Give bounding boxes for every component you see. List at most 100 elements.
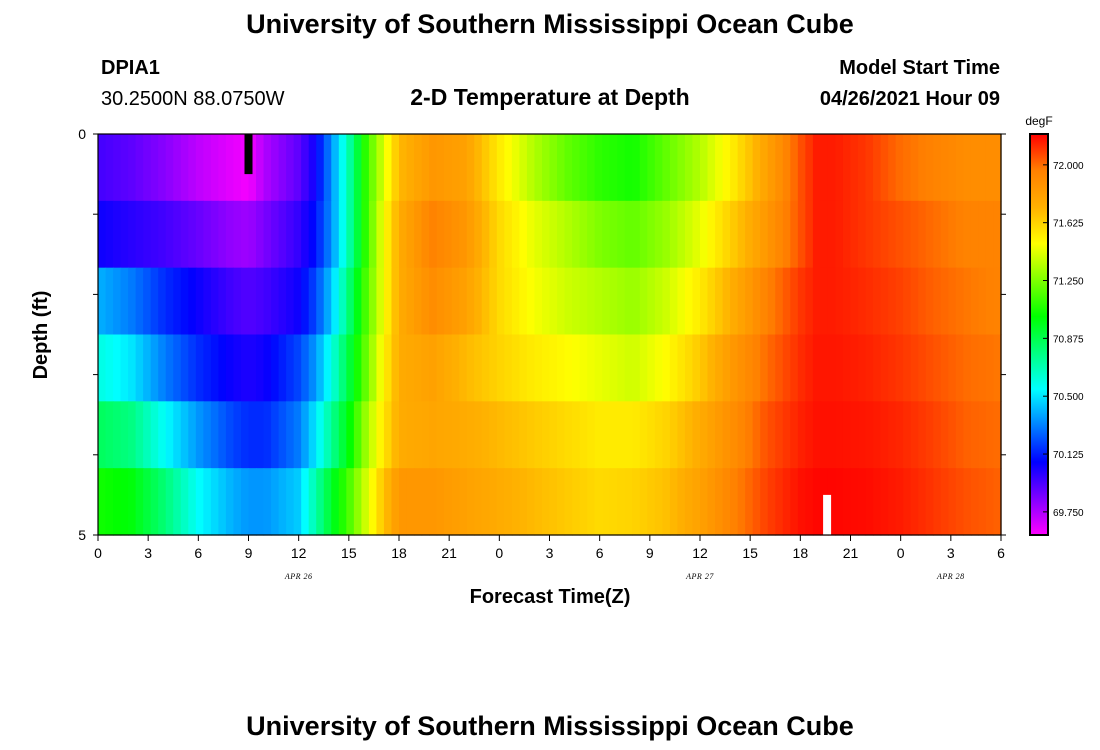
heatmap-cell xyxy=(399,267,408,336)
heatmap-cell xyxy=(639,334,648,402)
heatmap-cell xyxy=(775,267,784,336)
heatmap-cell xyxy=(346,468,355,536)
heatmap-cell xyxy=(858,334,867,402)
heatmap-cell xyxy=(128,134,137,202)
heatmap-cell xyxy=(346,401,355,469)
heatmap-cell xyxy=(278,200,287,269)
heatmap-cell xyxy=(143,200,152,269)
heatmap-cell xyxy=(805,401,814,469)
heatmap-cell xyxy=(692,334,701,402)
heatmap-cell xyxy=(820,267,829,336)
heatmap-cell xyxy=(158,200,167,269)
heatmap-cell xyxy=(180,468,189,536)
heatmap-cell xyxy=(767,200,776,269)
heatmap-cell xyxy=(481,334,490,402)
heatmap-cell xyxy=(617,134,626,202)
heatmap-cell xyxy=(745,200,754,269)
heatmap-cell xyxy=(790,334,799,402)
heatmap-cell xyxy=(993,134,1002,202)
heatmap-cell xyxy=(323,200,332,269)
heatmap-cell xyxy=(805,134,814,202)
heatmap-cell xyxy=(534,401,543,469)
heatmap-cell xyxy=(489,334,498,402)
heatmap-cell xyxy=(827,334,837,402)
heatmap-cell xyxy=(120,468,129,536)
colorbar: degF 72.000 71.625 71.250 70.875 70.500 70.125… xyxy=(1025,114,1084,536)
heatmap-cell xyxy=(338,134,347,202)
heatmap-cell xyxy=(970,134,980,202)
heatmap-cell xyxy=(301,401,310,469)
heatmap-cell xyxy=(587,334,596,402)
heatmap-cell xyxy=(233,468,242,536)
heatmap-cell xyxy=(662,334,671,402)
heatmap-cell xyxy=(873,267,882,336)
heatmap-cell xyxy=(677,334,686,402)
heatmap-cell xyxy=(278,334,287,402)
heatmap-cell xyxy=(406,468,415,536)
heatmap-cell xyxy=(143,134,152,202)
heatmap-cell xyxy=(963,334,972,402)
heatmap-cell xyxy=(188,468,197,536)
heatmap-cell xyxy=(993,401,1002,469)
heatmap-cell xyxy=(609,468,618,536)
heatmap-cell xyxy=(993,468,1002,536)
heatmap-cell xyxy=(978,267,987,336)
heatmap-cell xyxy=(233,134,242,202)
heatmap-cell xyxy=(278,134,287,202)
heatmap-cell xyxy=(557,134,566,202)
heatmap-cell xyxy=(767,334,776,402)
heatmap-cell xyxy=(150,401,159,469)
heatmap-cell xyxy=(662,200,671,269)
heatmap-cell xyxy=(489,468,498,536)
heatmap-cell xyxy=(572,401,581,469)
heatmap-cell xyxy=(240,468,250,536)
heatmap-cell xyxy=(391,401,400,469)
x-tick-label: 15 xyxy=(341,545,357,561)
heatmap-cell xyxy=(895,401,904,469)
heatmap-cell xyxy=(970,200,980,269)
heatmap-cell xyxy=(955,468,964,536)
colorbar-tick-label: 69.750 xyxy=(1053,508,1084,519)
heatmap-cell xyxy=(805,334,814,402)
heatmap-cell xyxy=(541,468,551,536)
heatmap-cell xyxy=(203,334,212,402)
heatmap-cell xyxy=(414,468,423,536)
heatmap-cell xyxy=(602,334,611,402)
heatmap-cell xyxy=(933,401,942,469)
heatmap-cell xyxy=(195,200,204,269)
heatmap-cell xyxy=(466,200,475,269)
heatmap-cell xyxy=(248,200,257,269)
heatmap-cell xyxy=(895,267,904,336)
heatmap-cell xyxy=(414,401,423,469)
heatmap-cell xyxy=(639,200,648,269)
heatmap-cell xyxy=(286,134,295,202)
heatmap-cell xyxy=(572,267,581,336)
heatmap-cell xyxy=(240,334,250,402)
heatmap-cell xyxy=(233,200,242,269)
heatmap-cell xyxy=(459,468,468,536)
x-tick-label: 9 xyxy=(245,545,253,561)
heatmap-cell xyxy=(165,468,174,536)
heatmap-cell xyxy=(715,468,724,536)
heatmap-cell xyxy=(165,334,174,402)
heatmap-cell xyxy=(248,401,257,469)
heatmap-cell xyxy=(940,267,949,336)
heatmap-cell xyxy=(775,334,784,402)
heatmap-cell xyxy=(752,401,761,469)
depth-band xyxy=(98,334,1002,402)
heatmap-cell xyxy=(639,468,648,536)
heatmap-cell xyxy=(850,334,859,402)
heatmap-cell xyxy=(812,134,822,202)
heatmap-cell xyxy=(880,401,889,469)
heatmap-cell xyxy=(399,401,408,469)
heatmap-cell xyxy=(541,334,551,402)
heatmap-cell xyxy=(496,468,505,536)
heatmap-cell xyxy=(918,334,927,402)
heatmap-cell xyxy=(240,200,250,269)
heatmap-cell xyxy=(827,200,837,269)
heatmap-cell xyxy=(624,134,633,202)
heatmap-cell xyxy=(105,267,114,336)
heatmap-cell xyxy=(760,334,769,402)
heatmap-cell xyxy=(985,468,995,536)
